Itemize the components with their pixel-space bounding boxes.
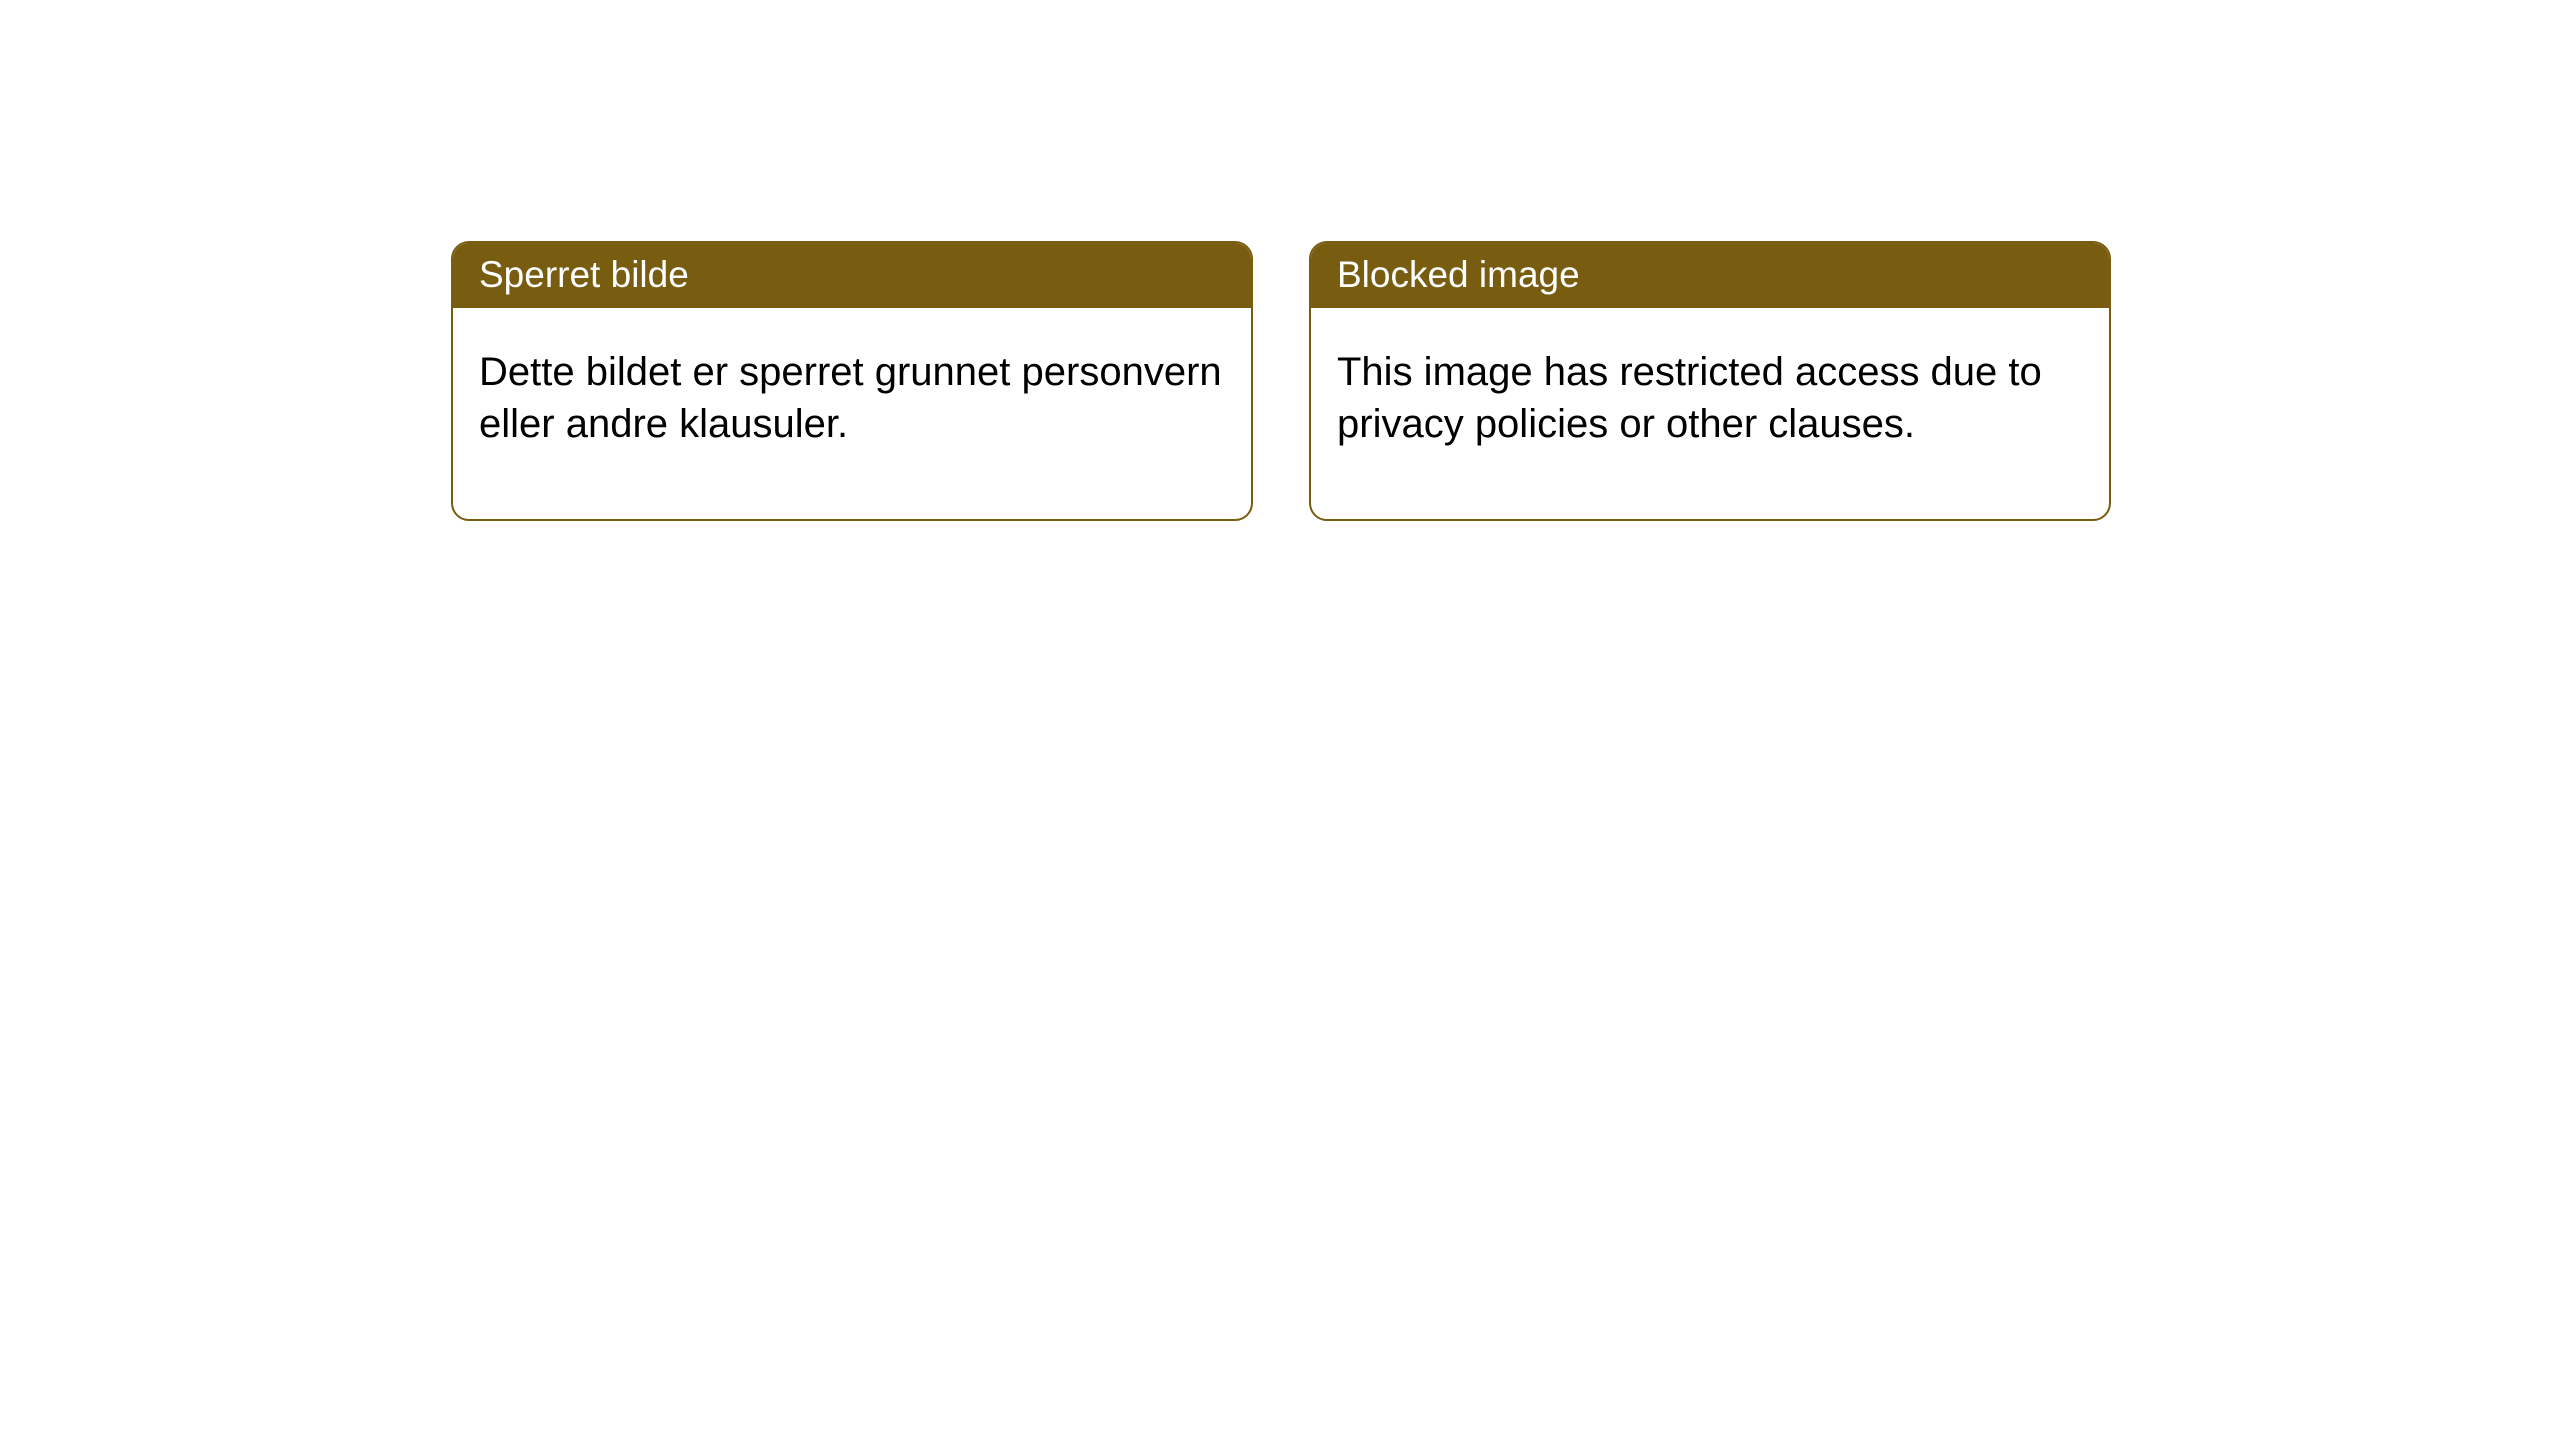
- notice-body-norwegian: Dette bildet er sperret grunnet personve…: [453, 308, 1251, 519]
- notice-card-english: Blocked image This image has restricted …: [1309, 241, 2111, 521]
- notice-body-english: This image has restricted access due to …: [1311, 308, 2109, 519]
- notice-card-norwegian: Sperret bilde Dette bildet er sperret gr…: [451, 241, 1253, 521]
- notice-title-norwegian: Sperret bilde: [453, 243, 1251, 308]
- notice-container: Sperret bilde Dette bildet er sperret gr…: [0, 0, 2560, 521]
- notice-title-english: Blocked image: [1311, 243, 2109, 308]
